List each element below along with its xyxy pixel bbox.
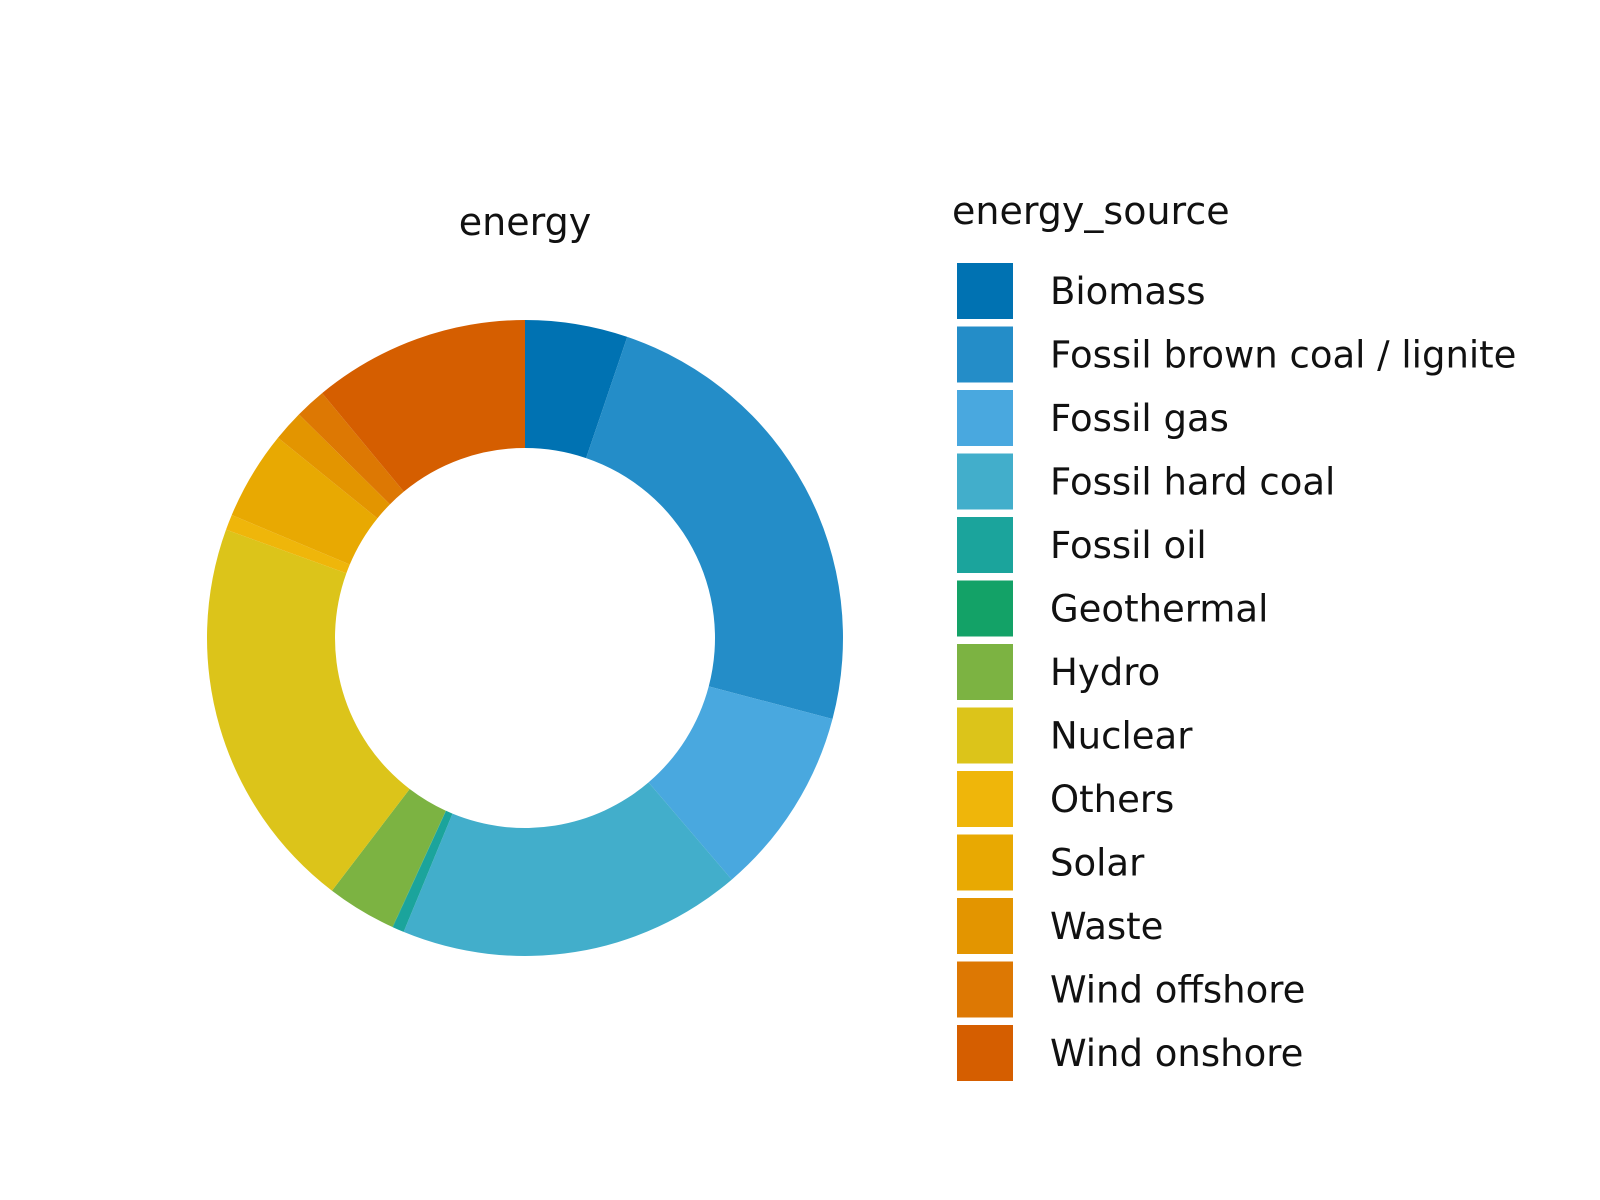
slice-solar <box>231 437 378 565</box>
legend-item-wind-onshore: Wind onshore <box>957 1025 1303 1081</box>
legend-swatch <box>957 961 1013 1018</box>
legend-swatch <box>957 326 1013 383</box>
legend-swatch <box>957 390 1013 446</box>
legend-item-fossil-oil: Fossil oil <box>957 517 1207 573</box>
legend-item-fossil-brown-coal-lignite: Fossil brown coal / lignite <box>957 326 1516 383</box>
slice-fossil-oil <box>392 810 453 932</box>
legend-label: Others <box>1050 778 1174 821</box>
slice-hydro <box>331 788 446 928</box>
slice-wind-onshore <box>322 320 525 492</box>
legend-swatch <box>957 1025 1013 1081</box>
slice-fossil-brown-coal-lignite <box>586 336 843 720</box>
slice-waste <box>277 414 390 519</box>
legend-swatch <box>957 580 1013 637</box>
legend: Biomass Fossil brown coal / lignite Fossil… <box>957 263 1516 1081</box>
legend-swatch <box>957 707 1013 764</box>
legend-item-geothermal: Geothermal <box>957 580 1268 637</box>
legend-label: Wind offshore <box>1050 969 1305 1012</box>
legend-swatch <box>957 263 1013 319</box>
slice-fossil-hard-coal <box>403 782 732 956</box>
legend-item-wind-offshore: Wind offshore <box>957 961 1305 1018</box>
legend-label: Biomass <box>1050 270 1206 313</box>
legend-label: Nuclear <box>1050 715 1193 758</box>
slice-biomass <box>525 320 628 459</box>
legend-item-waste: Waste <box>957 898 1163 954</box>
legend-item-hydro: Hydro <box>957 644 1160 700</box>
legend-swatch <box>957 771 1013 827</box>
legend-swatch <box>957 453 1013 510</box>
legend-swatch <box>957 898 1013 954</box>
legend-item-fossil-hard-coal: Fossil hard coal <box>957 453 1335 510</box>
slice-nuclear <box>207 529 410 891</box>
legend-label: Fossil gas <box>1050 397 1229 440</box>
slice-others <box>226 514 350 574</box>
legend-title: energy_source <box>952 189 1230 233</box>
donut-slices <box>207 320 843 956</box>
chart-title: energy <box>459 200 591 244</box>
legend-label: Geothermal <box>1050 588 1268 631</box>
legend-swatch <box>957 517 1013 573</box>
legend-swatch <box>957 834 1013 891</box>
legend-swatch <box>957 644 1013 700</box>
legend-item-nuclear: Nuclear <box>957 707 1193 764</box>
legend-item-solar: Solar <box>957 834 1145 891</box>
legend-label: Solar <box>1050 842 1145 885</box>
slice-geothermal <box>392 810 447 928</box>
legend-item-fossil-gas: Fossil gas <box>957 390 1229 446</box>
slice-fossil-gas <box>648 686 833 880</box>
slice-wind-offshore <box>298 393 404 505</box>
legend-label: Wind onshore <box>1050 1032 1303 1075</box>
legend-label: Fossil hard coal <box>1050 461 1335 504</box>
legend-item-biomass: Biomass <box>957 263 1206 319</box>
legend-label: Fossil oil <box>1050 524 1207 567</box>
legend-item-others: Others <box>957 771 1174 827</box>
legend-label: Waste <box>1050 905 1163 948</box>
legend-label: Hydro <box>1050 651 1160 694</box>
legend-label: Fossil brown coal / lignite <box>1050 334 1516 377</box>
